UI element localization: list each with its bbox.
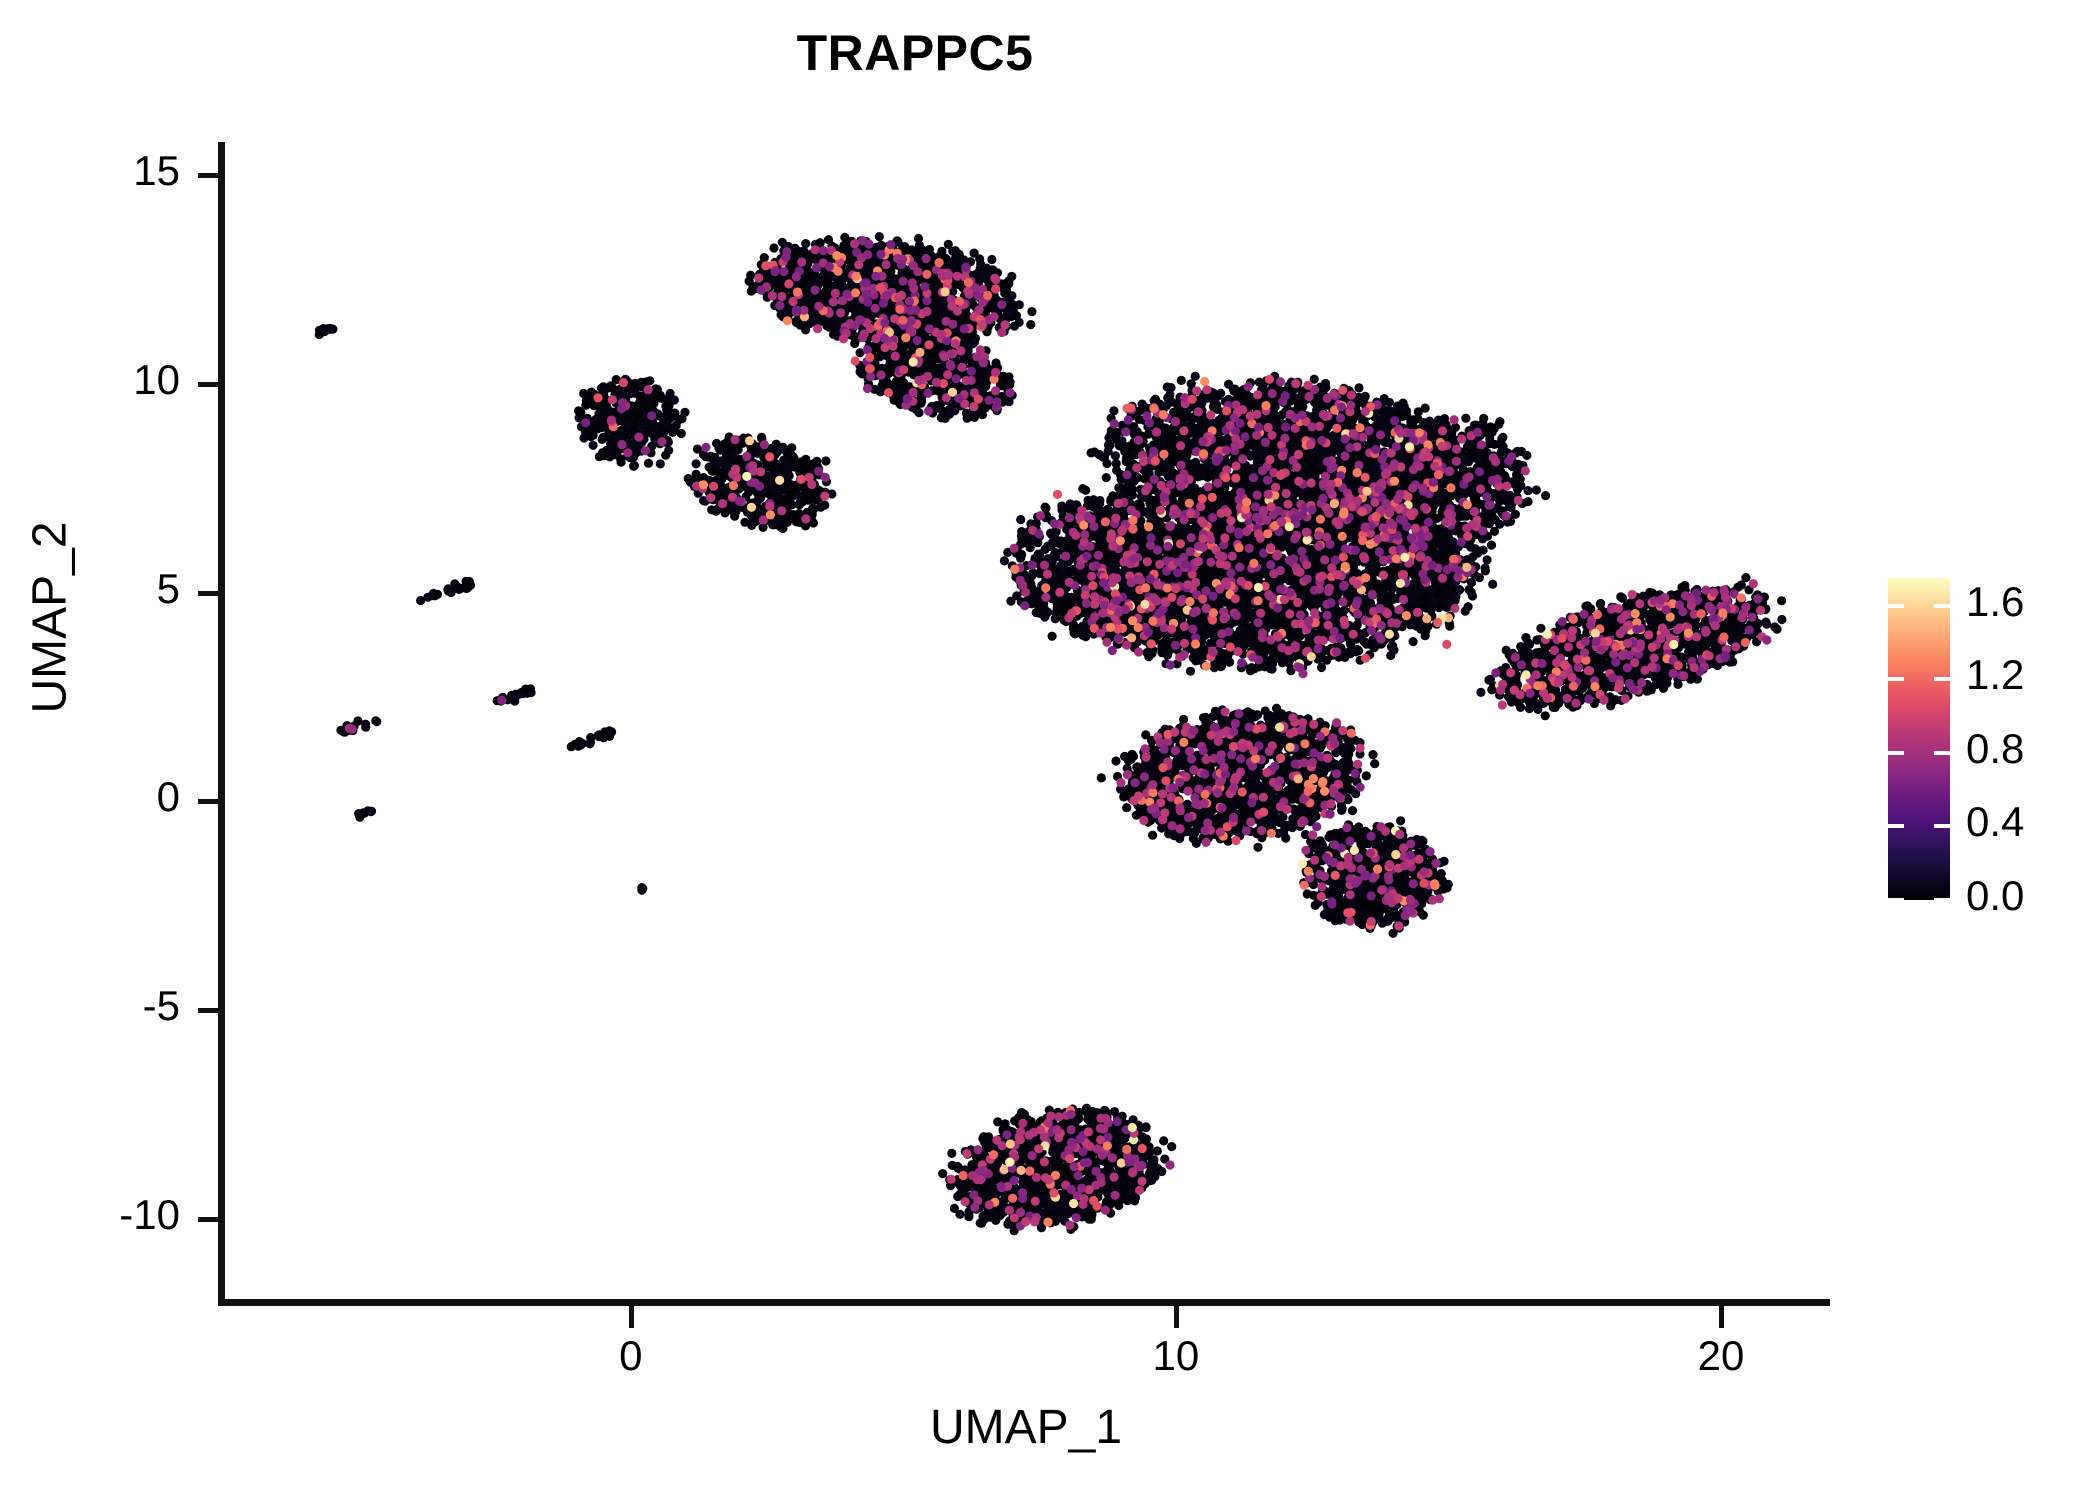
y-tick-mark (198, 1216, 218, 1222)
x-axis-line (218, 1299, 1830, 1306)
y-tick-label: -10 (119, 1190, 180, 1238)
scatter-points (314, 232, 1787, 1236)
y-tick-label: 15 (133, 147, 180, 195)
y-tick-label: 10 (133, 356, 180, 403)
colorbar-tick-label: 0.4 (1966, 798, 2025, 846)
colorbar-tick-label: 0.8 (1966, 724, 2025, 772)
x-axis-title: UMAP_1 (929, 1401, 1123, 1454)
y-tick-mark (198, 799, 218, 805)
x-tick-mark (1173, 1306, 1179, 1328)
colorbar-gradient (1888, 578, 1950, 900)
colorbar-tick-mark (1888, 677, 1904, 682)
y-tick-mark (198, 590, 218, 596)
x-tick-label: 20 (1697, 1332, 1745, 1379)
colorbar-tick-mark (1888, 750, 1904, 755)
colorbar-tick-mark (1934, 603, 1950, 608)
colorbar-legend: 1.6 1.2 0.8 0.4 0.0 (1888, 572, 2088, 919)
x-tick-mark (1718, 1306, 1724, 1328)
y-tick-label: -5 (142, 981, 180, 1029)
colorbar-tick-mark (1888, 603, 1904, 608)
colorbar-tick-label: 1.2 (1966, 651, 2025, 699)
y-tick-mark (198, 173, 218, 179)
y-tick-label: 0 (156, 773, 180, 821)
page-title: TRAPPC5 (796, 25, 1034, 81)
colorbar-tick-mark (1934, 898, 1950, 902)
y-axis-line (218, 142, 225, 1306)
colorbar-tick-mark (1934, 824, 1950, 829)
colorbar-tick-mark (1934, 677, 1950, 682)
colorbar-tick-mark (1934, 750, 1950, 755)
x-tick-label: 0 (619, 1332, 643, 1379)
y-tick-mark (198, 1007, 218, 1013)
colorbar-tick-label: 1.6 (1966, 577, 2025, 625)
y-axis-title: UMAP_2 (23, 521, 77, 714)
colorbar-tick-label: 0.0 (1966, 872, 2025, 919)
y-tick-mark (198, 382, 218, 387)
y-tick-label: 5 (156, 564, 180, 612)
x-tick-mark (628, 1306, 634, 1328)
colorbar-tick-mark (1888, 824, 1904, 829)
x-tick-label: 10 (1152, 1332, 1200, 1379)
colorbar-tick-mark (1888, 898, 1904, 902)
scatter-plot-panel (222, 142, 1830, 1302)
